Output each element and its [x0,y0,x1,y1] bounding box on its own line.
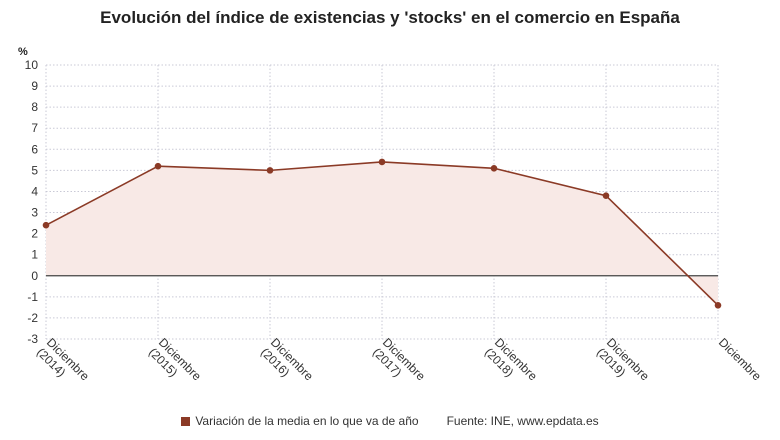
x-tick-label: Diciembre(2014) [34,335,92,393]
y-tick-label: 2 [31,227,38,241]
y-tick-label: 3 [31,206,38,220]
y-tick-label: -3 [27,332,38,346]
chart-title: Evolución del índice de existencias y 's… [100,8,680,27]
y-tick-label: 1 [31,248,38,262]
data-point [378,158,386,166]
y-tick-label: 6 [31,142,38,156]
chart-footer: Variación de la media en lo que va de añ… [0,414,780,428]
data-point [42,221,50,229]
x-tick-label: Diciembre(2015) [146,335,204,393]
data-point [490,164,498,172]
x-tick-label: Diciembre(2017) [370,335,428,393]
series-area [46,161,718,306]
y-tick-label: 9 [31,79,38,93]
x-tick-label: Diciembre [716,335,764,383]
y-tick-label: 10 [25,58,39,72]
y-axis-label: % [18,46,28,58]
data-point [154,162,162,170]
x-tick-label: Diciembre(2019) [594,335,652,393]
y-tick-label: -1 [27,290,38,304]
y-tick-label: 0 [31,269,38,283]
x-tick-label: Diciembre(2016) [258,335,316,393]
y-tick-label: -2 [27,311,38,325]
source-text: Fuente: INE, www.epdata.es [446,414,599,428]
data-point [602,192,610,199]
legend-label: Variación de la media en lo que va de añ… [195,414,419,428]
y-tick-label: 7 [31,121,38,135]
y-tick-label: 5 [31,163,38,177]
y-tick-label: 4 [31,184,38,198]
data-point [714,301,722,309]
y-tick-label: 8 [31,100,38,114]
legend-swatch [181,417,191,426]
data-point [266,167,274,174]
x-tick-label: Diciembre(2018) [482,335,540,393]
